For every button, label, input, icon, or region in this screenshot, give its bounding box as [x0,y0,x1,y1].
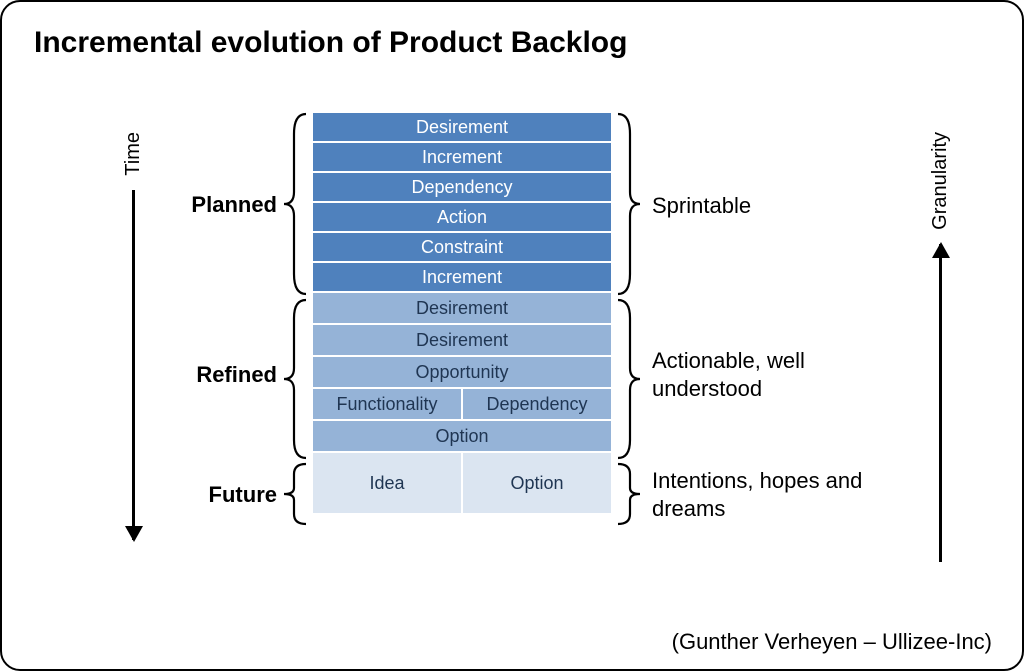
brace-icon [282,298,308,460]
backlog-row: Opportunity [312,356,612,388]
time-axis: Time [122,132,145,562]
backlog-row: Desirement [312,292,612,324]
backlog-row: Increment [312,142,612,172]
backlog-cell: Option [463,453,611,513]
diagram-frame: Incremental evolution of Product Backlog… [0,0,1024,671]
backlog-cell: Functionality [313,389,463,419]
backlog-row: Increment [312,262,612,292]
backlog-cell: Option [313,421,611,451]
backlog-row: Desirement [312,112,612,142]
backlog-cell: Desirement [313,293,611,323]
desc-refined: Actionable, well understood [652,347,892,402]
backlog-cell: Opportunity [313,357,611,387]
backlog-cell: Desirement [313,325,611,355]
backlog-row: FunctionalityDependency [312,388,612,420]
backlog-cell: Dependency [463,389,611,419]
desc-planned: Sprintable [652,192,751,220]
brace-icon [616,112,642,296]
arrow-up-icon [939,244,942,562]
diagram-title: Incremental evolution of Product Backlog [34,26,994,60]
granularity-axis: Granularity [929,132,952,562]
diagram-stage: Time Granularity Planned Refined Future … [2,112,1022,582]
brace-icon [616,298,642,460]
desc-future: Intentions, hopes and dreams [652,467,892,522]
backlog-row: Desirement [312,324,612,356]
brace-icon [616,462,642,526]
backlog-cell: Idea [313,453,463,513]
attribution-text: (Gunther Verheyen – Ullizee-Inc) [672,629,992,655]
label-refined: Refined [196,362,277,388]
label-planned: Planned [191,192,277,218]
backlog-cell: Desirement [313,113,611,141]
brace-icon [282,112,308,296]
brace-icon [282,462,308,526]
backlog-cell: Action [313,203,611,231]
backlog-row: IdeaOption [312,452,612,514]
backlog-row: Action [312,202,612,232]
backlog-cell: Constraint [313,233,611,261]
time-axis-label: Time [122,132,145,176]
backlog-row: Dependency [312,172,612,202]
backlog-cell: Increment [313,143,611,171]
backlog-row: Constraint [312,232,612,262]
label-future: Future [209,482,277,508]
backlog-cell: Increment [313,263,611,291]
granularity-axis-label: Granularity [929,132,952,230]
arrow-down-icon [132,190,135,540]
backlog-cell: Dependency [313,173,611,201]
backlog-row: Option [312,420,612,452]
backlog-stack: DesirementIncrementDependencyActionConst… [312,112,612,514]
